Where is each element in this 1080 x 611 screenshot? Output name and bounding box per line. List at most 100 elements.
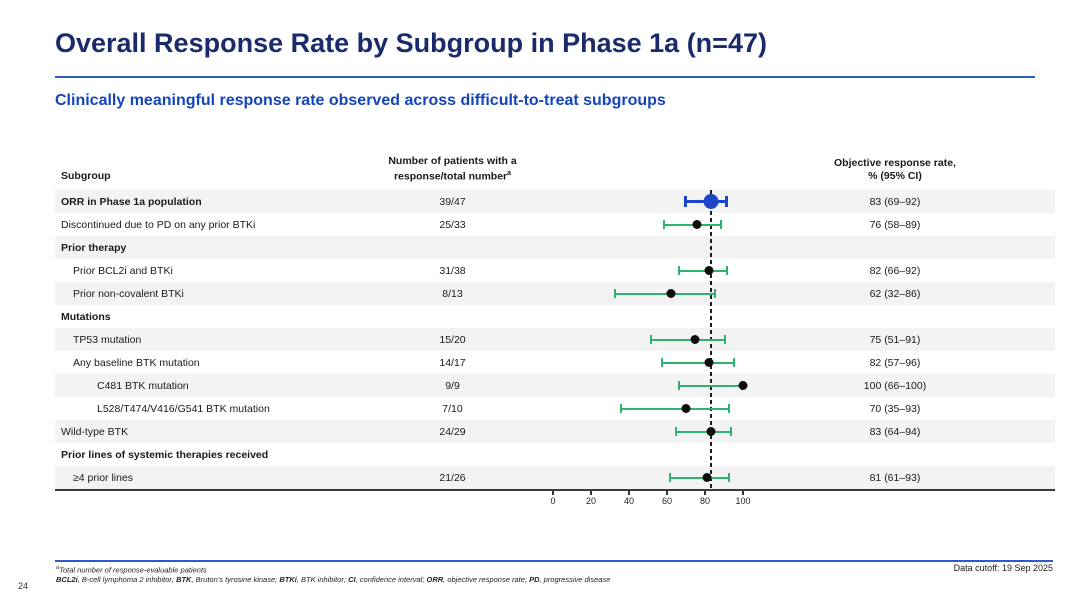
row-label: Prior non-covalent BTKi (73, 287, 184, 300)
row-label: C481 BTK mutation (97, 379, 189, 392)
col-header-patients-line1: Number of patients with a (388, 155, 517, 168)
x-axis-tick-label: 0 (550, 496, 556, 506)
x-axis-tick (590, 491, 592, 495)
abbreviation-definition: , (539, 575, 544, 584)
row-orr-value: 70 (35–93) (869, 402, 921, 415)
table-row: Discontinued due to PD on any prior BTKi… (55, 213, 1055, 236)
row-patients-value: 15/20 (439, 333, 466, 346)
row-label: Discontinued due to PD on any prior BTKi (61, 218, 256, 231)
abbreviation-separator: ; (524, 575, 530, 584)
table-row: C481 BTK mutation 9/9 100 (66–100) (55, 374, 1055, 397)
table-row: L528/T474/V416/G541 BTK mutation 7/10 70 (… (55, 397, 1055, 420)
abbreviation-separator: ; (171, 575, 177, 584)
table-row: ORR in Phase 1a population 39/47 83 (69–92… (55, 190, 1055, 213)
data-cutoff-label: Data cutoff: 19 Sep 2025 (953, 563, 1053, 573)
row-patients-value: 9/9 (445, 379, 460, 392)
x-axis-tick-label: 100 (735, 496, 751, 506)
table-row: Wild-type BTK 24/29 83 (64–94) (55, 420, 1055, 443)
abbreviation-term: CI (348, 575, 356, 584)
row-label: Prior BCL2i and BTKi (73, 264, 173, 277)
row-patients-value: 24/29 (439, 425, 466, 438)
abbreviation-definition-text: BTK inhibitor (301, 575, 344, 584)
row-label: Any baseline BTK mutation (73, 356, 200, 369)
row-label: TP53 mutation (73, 333, 142, 346)
row-orr-value: 75 (51–91) (869, 333, 921, 346)
col-header-subgroup: Subgroup (61, 170, 111, 183)
col-header-orr-line2: % (95% CI) (868, 170, 922, 183)
abbreviation-term: BCL2i (56, 575, 78, 584)
abbreviation-definition: , (191, 575, 196, 584)
x-axis-tick-label: 60 (661, 496, 673, 506)
footnote-evaluable: aTotal number of response-evaluable pati… (56, 565, 207, 575)
row-label: Wild-type BTK (61, 425, 129, 438)
title-divider (55, 76, 1035, 78)
table-row: TP53 mutation 15/20 75 (51–91) (55, 328, 1055, 351)
col-header-patients: Number of patients with a response/total… (365, 155, 540, 184)
row-orr-value: 76 (58–89) (869, 218, 921, 231)
row-patients-value: 14/17 (439, 356, 466, 369)
row-orr-value: 83 (64–94) (869, 425, 921, 438)
abbreviation-definition-text: progressive disease (543, 575, 611, 584)
forest-plot-table: Subgroup Number of patients with a respo… (55, 142, 1055, 512)
table-section-row: Prior therapy (55, 236, 1055, 259)
row-label: L528/T474/V416/G541 BTK mutation (97, 402, 270, 415)
row-label: ORR in Phase 1a population (61, 195, 202, 208)
abbreviation-term: PD (529, 575, 540, 584)
x-axis-tick-label: 80 (699, 496, 711, 506)
abbreviation-term: BTKi (279, 575, 297, 584)
page-title: Overall Response Rate by Subgroup in Pha… (55, 28, 767, 58)
slide-subtitle: Clinically meaningful response rate obse… (55, 92, 666, 109)
row-orr-value: 82 (66–92) (869, 264, 921, 277)
row-patients-value: 8/13 (442, 287, 463, 300)
abbreviation-separator: ; (343, 575, 349, 584)
row-orr-value: 100 (66–100) (863, 379, 927, 392)
table-body: ORR in Phase 1a population 39/47 83 (69–92… (55, 190, 1055, 491)
col-header-patients-line2: response/total number (393, 170, 508, 183)
col-header-orr: Objective response rate, % (95% CI) (755, 157, 1035, 184)
row-patients-value: 25/33 (439, 218, 466, 231)
abbreviation-term: ORR (426, 575, 444, 584)
row-label: ≥4 prior lines (73, 471, 134, 484)
x-axis-tick (666, 491, 668, 495)
x-axis-tick-label: 40 (623, 496, 635, 506)
table-header-row: Subgroup Number of patients with a respo… (55, 142, 1055, 190)
row-patients-value: 7/10 (442, 402, 463, 415)
abbreviation-definition: , (355, 575, 360, 584)
table-row: Prior non-covalent BTKi 8/13 62 (32–86) (55, 282, 1055, 305)
abbreviation-definition: , (77, 575, 82, 584)
abbreviation-definition-text: B-cell lymphoma 2 inhibitor (81, 575, 172, 584)
footnote-marker: a (56, 565, 60, 571)
abbreviation-definition-text: confidence interval (359, 575, 423, 584)
abbreviation-definition-text: objective response rate (447, 575, 525, 584)
abbreviation-definition-text: Bruton’s tyrosine kinase (195, 575, 276, 584)
col-header-orr-line1: Objective response rate, (834, 156, 956, 169)
x-axis-tick (628, 491, 630, 495)
table-row: Any baseline BTK mutation 14/17 82 (57–96) (55, 351, 1055, 374)
table-section-row: Mutations (55, 305, 1055, 328)
abbreviation-separator: ; (275, 575, 280, 584)
footnote-abbreviations: BCL2i, B-cell lymphoma 2 inhibitor; BTK,… (56, 575, 610, 584)
x-axis-tick (742, 491, 744, 495)
row-patients-value: 21/26 (439, 471, 466, 484)
row-patients-value: 31/38 (439, 264, 466, 277)
page-number: 24 (18, 581, 29, 591)
table-row: Prior BCL2i and BTKi 31/38 82 (66–92) (55, 259, 1055, 282)
x-axis-tick (552, 491, 554, 495)
table-row: ≥4 prior lines 21/26 81 (61–93) (55, 466, 1055, 489)
row-orr-value: 83 (69–92) (869, 195, 921, 208)
row-label: Prior therapy (61, 241, 127, 254)
row-orr-value: 82 (57–96) (869, 356, 921, 369)
abbreviation-definition: , (443, 575, 448, 584)
footer-divider (55, 560, 1053, 562)
x-axis-tick (704, 491, 706, 495)
row-label: Mutations (61, 310, 111, 323)
row-orr-value: 62 (32–86) (869, 287, 921, 300)
table-section-row: Prior lines of systemic therapies receiv… (55, 443, 1055, 466)
abbreviation-term: BTK (176, 575, 192, 584)
footnote-marker-sup: a (507, 169, 512, 177)
abbreviation-definition: , (296, 575, 301, 584)
row-label: Prior lines of systemic therapies receiv… (61, 448, 269, 461)
row-orr-value: 81 (61–93) (869, 471, 921, 484)
row-patients-value: 39/47 (439, 195, 466, 208)
